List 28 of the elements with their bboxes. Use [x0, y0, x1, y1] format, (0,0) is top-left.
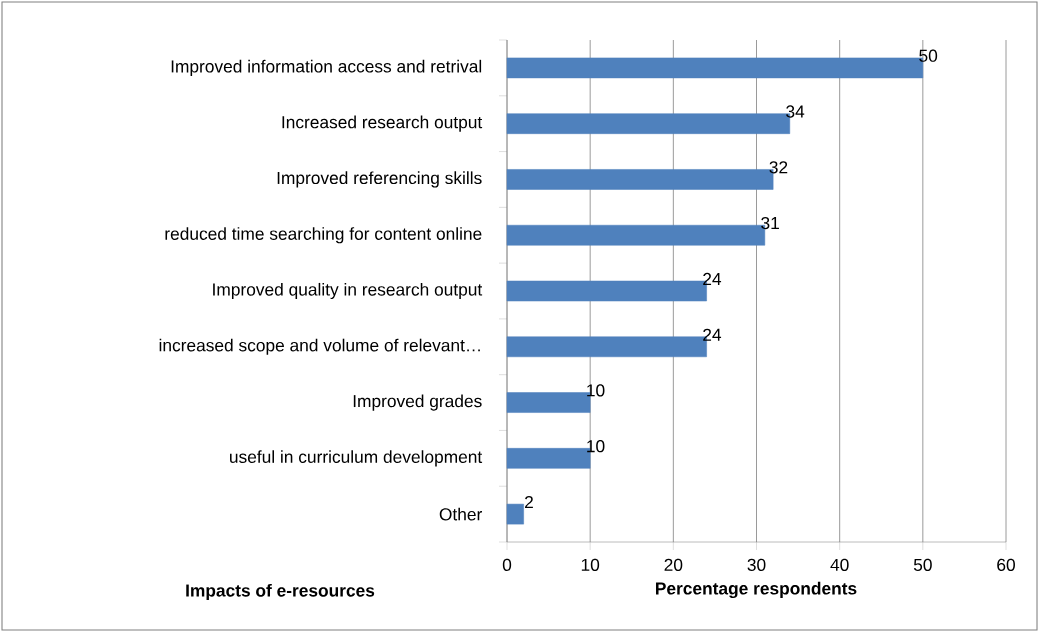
data-label: 10 — [587, 384, 605, 397]
data-label: 31 — [761, 216, 779, 230]
x-tick-label: 50 — [913, 558, 932, 571]
data-label: 24 — [703, 272, 722, 285]
x-tick-label: 60 — [997, 558, 1015, 571]
x-tick-label: 40 — [830, 558, 849, 571]
y-tick-label: increased scope and volume of relevant… — [159, 338, 480, 355]
y-tick-label: reduced time searching for content online — [165, 227, 482, 244]
data-label: 32 — [769, 161, 788, 174]
y-tick-label: useful in curriculum development — [230, 450, 483, 467]
x-tick-label: 30 — [747, 558, 766, 571]
data-label: 2 — [525, 495, 533, 509]
x-axis-title: Percentage respondents — [656, 581, 857, 599]
y-tick-label: Improved referencing skills — [277, 171, 482, 188]
data-label: 24 — [703, 328, 722, 341]
x-tick-label: 20 — [664, 558, 683, 571]
x-tick-label: 0 — [502, 558, 512, 571]
data-label: 50 — [919, 49, 938, 62]
y-axis-title: Impacts of e-resources — [186, 583, 375, 601]
data-label: 34 — [786, 105, 805, 118]
y-tick-label: Improved quality in research output — [213, 282, 483, 300]
y-tick-label: Improved information access and retrival — [171, 59, 482, 76]
x-tick-label: 10 — [581, 558, 600, 571]
data-label: 10 — [587, 440, 605, 453]
y-tick-label: Improved grades — [353, 394, 482, 411]
y-tick-label: Increased research output — [282, 115, 483, 132]
bar — [506, 503, 524, 525]
y-tick-label: Other — [439, 507, 482, 521]
